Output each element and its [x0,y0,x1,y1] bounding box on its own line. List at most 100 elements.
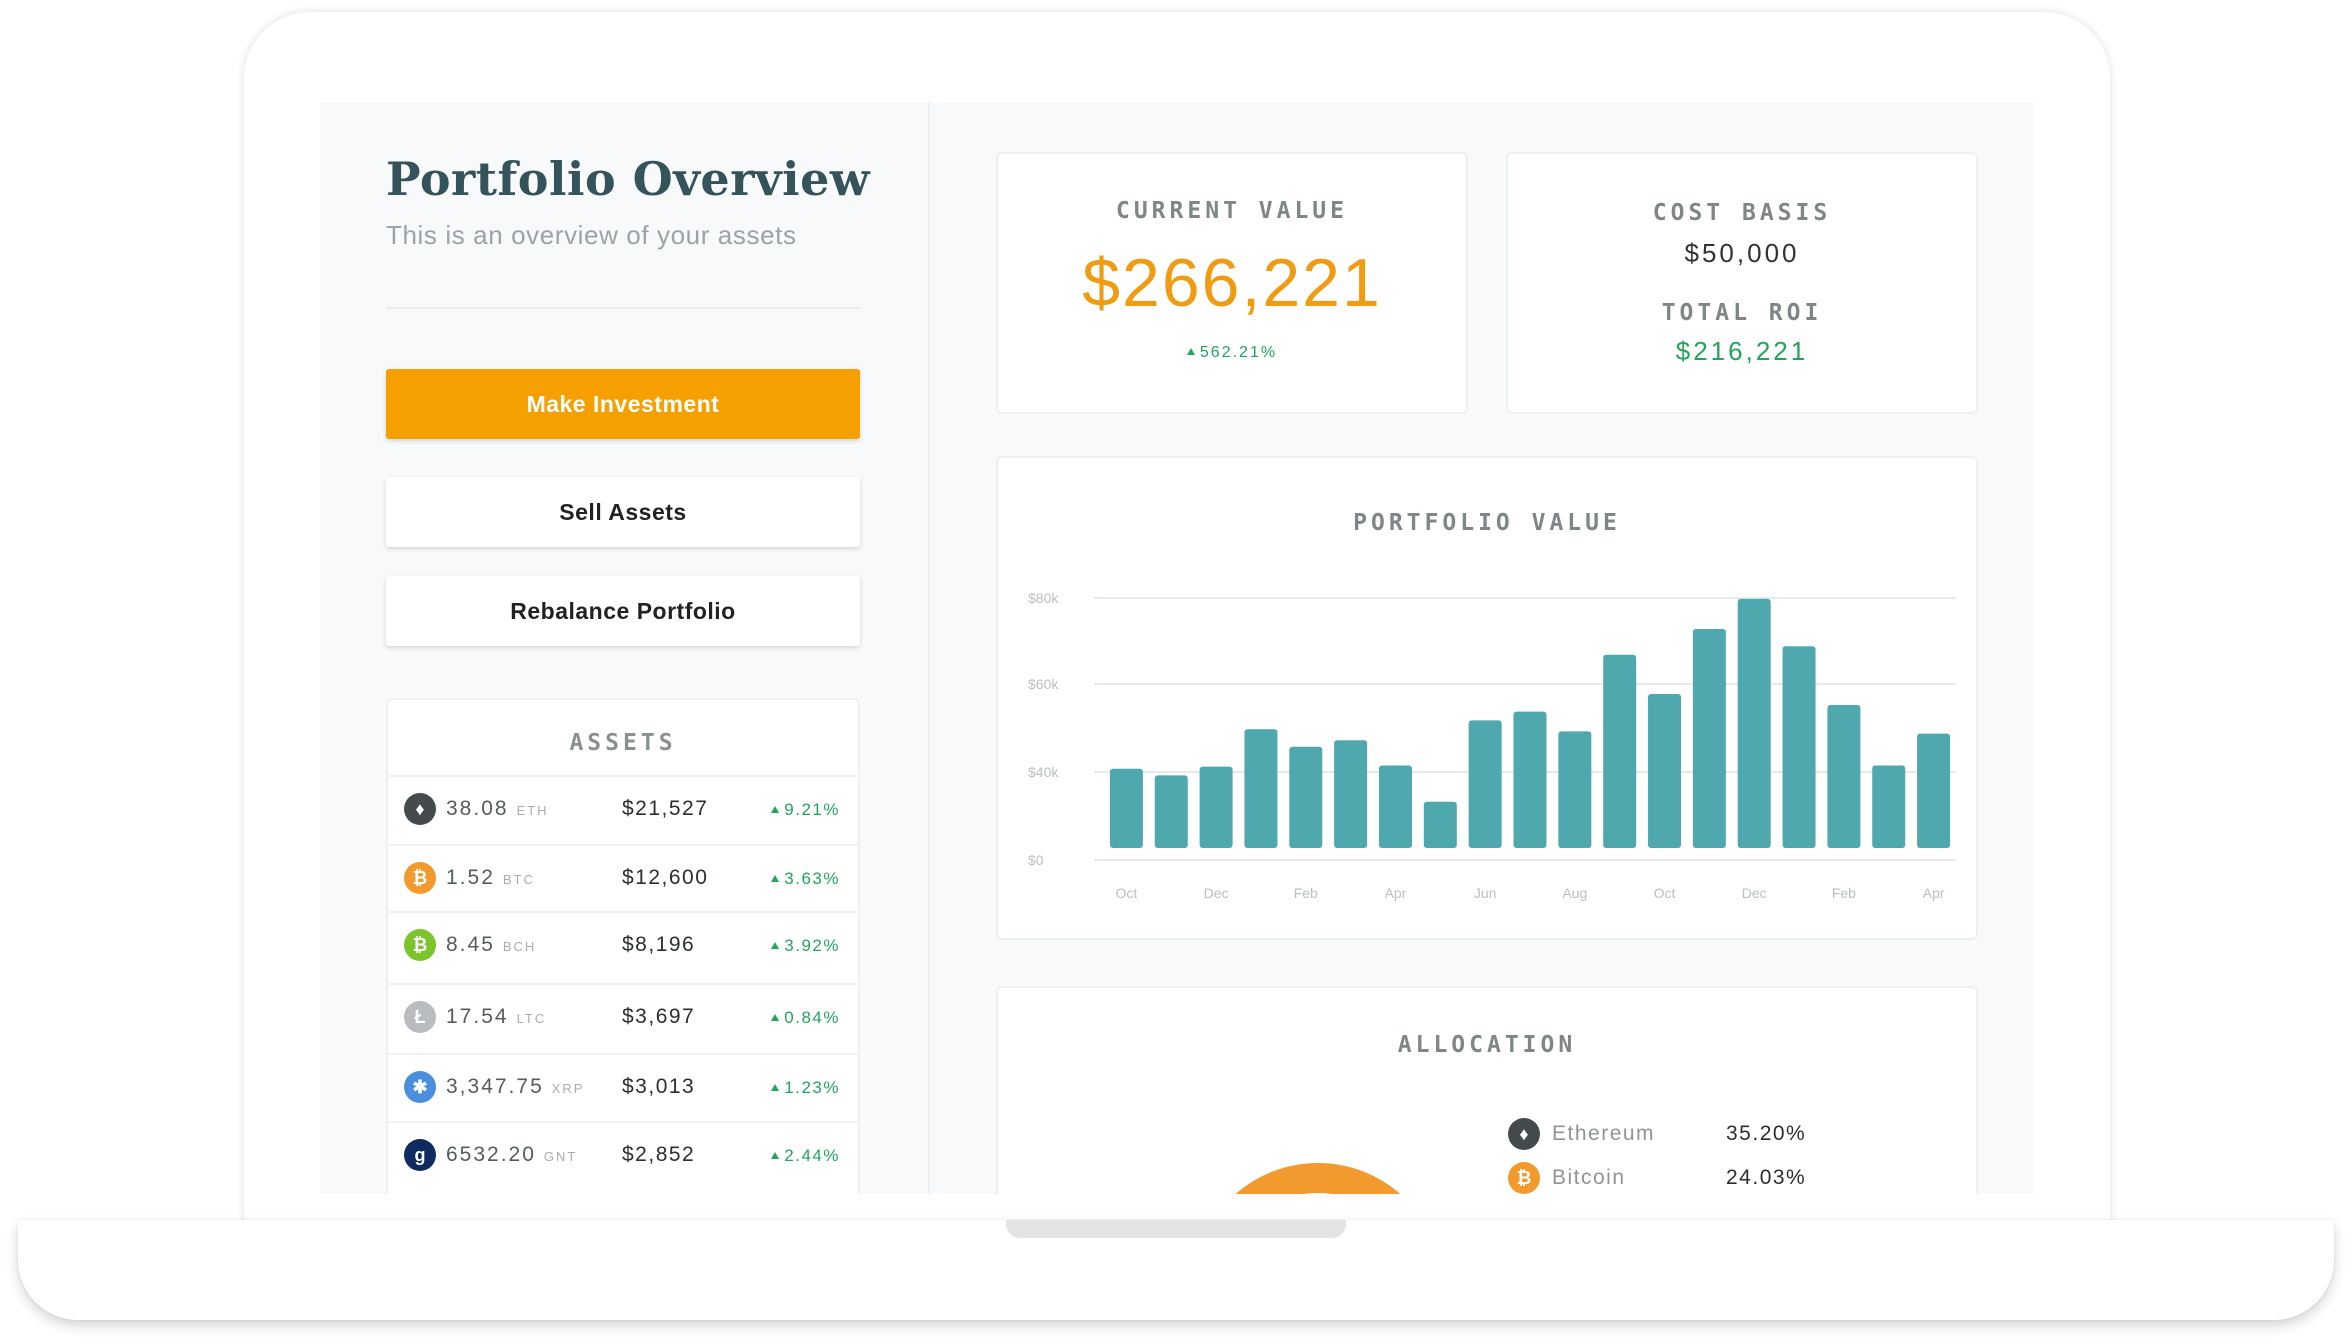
asset-quantity: 3,347.75 XRP [446,1075,584,1099]
chart-title: PORTFOLIO VALUE [1353,510,1621,536]
y-tick-label: $60k [1028,676,1059,692]
total-roi-amount: $216,221 [1675,336,1809,366]
chart-bar[interactable] [1378,765,1412,849]
chart-bar[interactable] [1558,731,1592,848]
y-tick-label: $40k [1028,764,1059,780]
up-arrow-icon [771,1014,780,1021]
asset-quantity: 38.08 ETH [446,797,549,821]
x-tick-label: Jun [1474,885,1497,901]
chart-bar[interactable] [1244,729,1278,848]
chart-bar[interactable] [1827,705,1861,848]
asset-change-value: 0.84% [784,1008,840,1027]
laptop-notch [1006,1220,1346,1238]
chart-bar[interactable] [1154,775,1188,848]
asset-quantity: 1.52 BTC [446,866,535,890]
portfolio-value-chart: $0 $40k $60k $80k Oct Dec Feb Apr Jun Aug Oct Dec Fe… [1028,590,1956,901]
asset-quantity-value: 8.45 [446,933,495,956]
current-value-change: 562.21% [998,344,1466,362]
asset-quantity-value: 6532.20 [446,1143,536,1166]
asset-glyph: ₿ [412,934,428,955]
asset-change-value: 3.63% [784,869,840,888]
chart-bar[interactable] [1423,801,1457,848]
cost-basis-label: COST BASIS [1652,200,1832,226]
make-investment-button[interactable]: Make Investment [386,369,860,439]
chart-bar[interactable] [1289,746,1323,848]
up-arrow-icon [1186,348,1195,355]
portfolio-value-card: PORTFOLIO VALUE $0 $40k $60k $80k Oct Dec Feb A… [996,456,1978,940]
asset-change-value: 1.23% [784,1078,840,1097]
x-tick-label: Oct [1654,885,1676,901]
asset-row[interactable]: ₿ 8.45 BCH $8,196 3.92% [388,911,858,979]
x-tick-label: Feb [1832,885,1856,901]
asset-quantity-value: 17.54 [446,1005,509,1028]
asset-change: 1.23% [771,1078,840,1098]
x-tick-label: Apr [1923,885,1945,901]
asset-quantity: 8.45 BCH [446,933,536,957]
asset-change: 3.92% [771,936,840,956]
donut-segment-bitcoin [1235,1163,1401,1194]
chart-bar[interactable] [1917,733,1951,848]
bitcoin-cash-icon: ₿ [404,929,436,961]
chart-bar[interactable] [1692,629,1726,848]
legend-glyph: ₿ [1516,1167,1532,1188]
asset-glyph: ♦ [415,798,425,819]
chart-bar[interactable] [1737,598,1771,848]
asset-symbol: GNT [543,1149,578,1164]
asset-symbol: ETH [516,803,549,818]
chart-bar[interactable] [1199,766,1233,848]
ripple-icon: ✱ [404,1071,436,1103]
chart-bar[interactable] [1603,654,1637,848]
legend-percent: 24.03% [1726,1166,1807,1189]
total-roi-label: TOTAL ROI [1661,300,1823,326]
allocation-title: ALLOCATION [1397,1032,1577,1058]
y-tick-label: $80k [1028,590,1059,606]
ethereum-icon: ♦ [404,793,436,825]
x-tick-label: Aug [1562,885,1587,901]
chart-bar[interactable] [1109,768,1143,848]
x-tick-label: Feb [1294,885,1318,901]
chart-bar[interactable] [1513,711,1547,848]
asset-change: 2.44% [771,1146,840,1166]
page-title: Portfolio Overview [386,152,871,206]
asset-glyph: g [414,1144,426,1165]
app-screen: Portfolio Overview This is an overview o… [320,102,2034,1194]
asset-glyph: ₿ [412,867,428,888]
asset-row[interactable]: ₿ 1.52 BTC $12,600 3.63% [388,844,858,912]
chart-bar[interactable] [1872,765,1906,849]
legend-name: Bitcoin [1552,1166,1626,1189]
sell-assets-button[interactable]: Sell Assets [386,477,860,547]
sidebar: Portfolio Overview This is an overview o… [320,102,930,1194]
asset-quantity-value: 1.52 [446,866,495,889]
asset-quantity-value: 3,347.75 [446,1075,544,1098]
asset-symbol: LTC [516,1011,547,1026]
asset-value: $3,697 [622,1005,696,1028]
chart-bar[interactable] [1468,720,1502,848]
page-subtitle: This is an overview of your assets [386,220,797,250]
asset-value: $12,600 [622,866,709,889]
legend-percent: 35.20% [1726,1122,1807,1145]
cost-basis-card: COST BASIS $50,000 TOTAL ROI $216,221 [1506,152,1978,414]
asset-row[interactable]: Ł 17.54 LTC $3,697 0.84% [388,983,858,1051]
asset-row[interactable]: ✱ 3,347.75 XRP $3,013 1.23% [388,1053,858,1121]
asset-change-value: 3.92% [784,936,840,955]
current-value-label: CURRENT VALUE [1115,198,1348,224]
current-value-change-text: 562.21% [1199,344,1278,361]
up-arrow-icon [771,1084,780,1091]
allocation-donut [1235,1163,1401,1194]
asset-quantity: 6532.20 GNT [446,1143,577,1167]
allocation-card: ALLOCATION ♦ Ethereum 35.20% ₿ Bitcoin 24.03% [996,986,1978,1194]
golem-icon: g [404,1139,436,1171]
assets-title: ASSETS [569,730,677,756]
up-arrow-icon [771,942,780,949]
rebalance-portfolio-button[interactable]: Rebalance Portfolio [386,576,860,646]
chart-bar[interactable] [1648,694,1682,848]
asset-row[interactable]: g 6532.20 GNT $2,852 2.44% [388,1121,858,1189]
x-tick-label: Dec [1204,885,1229,901]
chart-bar[interactable] [1334,740,1368,848]
asset-row[interactable]: ♦ 38.08 ETH $21,527 9.21% [388,775,858,843]
asset-value: $8,196 [622,933,696,956]
asset-symbol: BCH [502,939,537,954]
asset-change: 0.84% [771,1008,840,1028]
chart-bar[interactable] [1782,646,1816,848]
legend-glyph: ♦ [1519,1123,1529,1144]
